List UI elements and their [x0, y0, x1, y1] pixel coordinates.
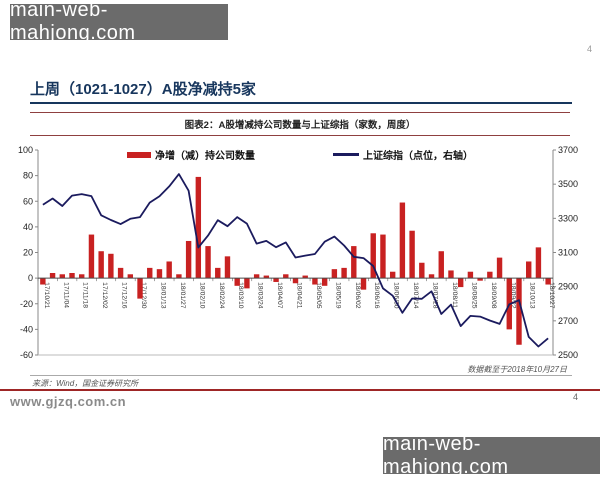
- svg-text:18/06/30: 18/06/30: [393, 282, 400, 309]
- svg-text:18/07/28: 18/07/28: [432, 282, 439, 309]
- svg-text:18/04/21: 18/04/21: [296, 282, 303, 309]
- chart-legend: 净增（减）持公司数量 上证综指（点位，右轴）: [0, 147, 600, 162]
- svg-text:-60: -60: [20, 350, 33, 360]
- svg-text:60: 60: [23, 196, 33, 206]
- svg-text:17/11/04: 17/11/04: [62, 282, 69, 308]
- svg-text:20: 20: [23, 248, 33, 258]
- legend-line-label: 上证综指（点位，右轴）: [363, 151, 473, 162]
- svg-text:18/02/10: 18/02/10: [198, 282, 205, 309]
- svg-text:-40: -40: [20, 324, 33, 334]
- svg-text:3500: 3500: [558, 179, 578, 189]
- legend-bar-label: 净增（减）持公司数量: [155, 151, 255, 162]
- page-number: 4: [572, 392, 578, 402]
- svg-text:18/10/27: 18/10/27: [548, 282, 555, 309]
- legend-item-line: 上证综指（点位，右轴）: [333, 147, 473, 162]
- footer-divider: [30, 375, 572, 376]
- svg-text:18/06/16: 18/06/16: [373, 282, 380, 309]
- svg-text:17/12/16: 17/12/16: [121, 282, 128, 309]
- svg-text:40: 40: [23, 222, 33, 232]
- svg-text:17/12/30: 17/12/30: [140, 282, 147, 309]
- svg-text:18/06/02: 18/06/02: [354, 282, 361, 309]
- figure-caption: 图表2：A股增减持公司数量与上证综指（家数，周度）: [30, 112, 570, 136]
- source-note: 来源：Wind，国金证券研究所: [32, 379, 139, 388]
- svg-text:18/07/14: 18/07/14: [412, 282, 419, 309]
- bar-series-swatch-icon: [127, 151, 151, 158]
- svg-text:18/02/24: 18/02/24: [218, 282, 225, 309]
- svg-text:18/08/11: 18/08/11: [451, 282, 458, 308]
- svg-text:18/10/13: 18/10/13: [529, 282, 536, 309]
- svg-text:18/01/27: 18/01/27: [179, 282, 186, 309]
- watermark-top: main-web-mahjong.com: [10, 0, 228, 44]
- svg-text:-20: -20: [20, 299, 33, 309]
- svg-text:18/05/05: 18/05/05: [315, 282, 322, 309]
- svg-text:17/11/18: 17/11/18: [82, 282, 89, 308]
- footer-url: www.gjzq.com.cn: [10, 394, 127, 409]
- svg-text:18/09/08: 18/09/08: [490, 282, 497, 309]
- svg-text:2900: 2900: [558, 282, 578, 292]
- svg-text:3700: 3700: [558, 145, 578, 155]
- svg-text:17/12/02: 17/12/02: [101, 282, 108, 309]
- combo-chart: 100 80 60 40 20 0 -20 -40 -60 3700 3500 3300 3100 290…: [18, 145, 578, 360]
- footer-red-rule: [0, 389, 600, 391]
- svg-text:3300: 3300: [558, 213, 578, 223]
- svg-text:17/10/21: 17/10/21: [43, 282, 50, 309]
- svg-text:18/03/10: 18/03/10: [237, 282, 244, 309]
- line-series-swatch-icon: [333, 153, 359, 156]
- svg-text:18/08/25: 18/08/25: [470, 282, 477, 309]
- page-number-top: 4: [586, 44, 592, 54]
- watermark-bottom: main-web-mahjong.com: [383, 433, 600, 478]
- svg-text:18/09/22: 18/09/22: [509, 282, 516, 309]
- svg-text:18/05/19: 18/05/19: [334, 282, 341, 309]
- svg-text:3100: 3100: [558, 248, 578, 258]
- svg-text:0: 0: [28, 273, 33, 283]
- legend-item-bars: 净增（减）持公司数量: [127, 147, 255, 162]
- svg-text:18/01/13: 18/01/13: [159, 282, 166, 309]
- svg-text:18/03/24: 18/03/24: [257, 282, 264, 309]
- svg-text:2700: 2700: [558, 316, 578, 326]
- page-title: 上周（1021-1027）A股净减持5家: [30, 81, 256, 98]
- svg-text:18/04/07: 18/04/07: [276, 282, 283, 309]
- svg-text:2500: 2500: [558, 350, 578, 360]
- svg-text:80: 80: [23, 171, 33, 181]
- title-divider: [30, 102, 572, 104]
- data-cutoff-note: 数据截至于2018年10月27日: [467, 365, 567, 374]
- svg-text:100: 100: [18, 145, 33, 155]
